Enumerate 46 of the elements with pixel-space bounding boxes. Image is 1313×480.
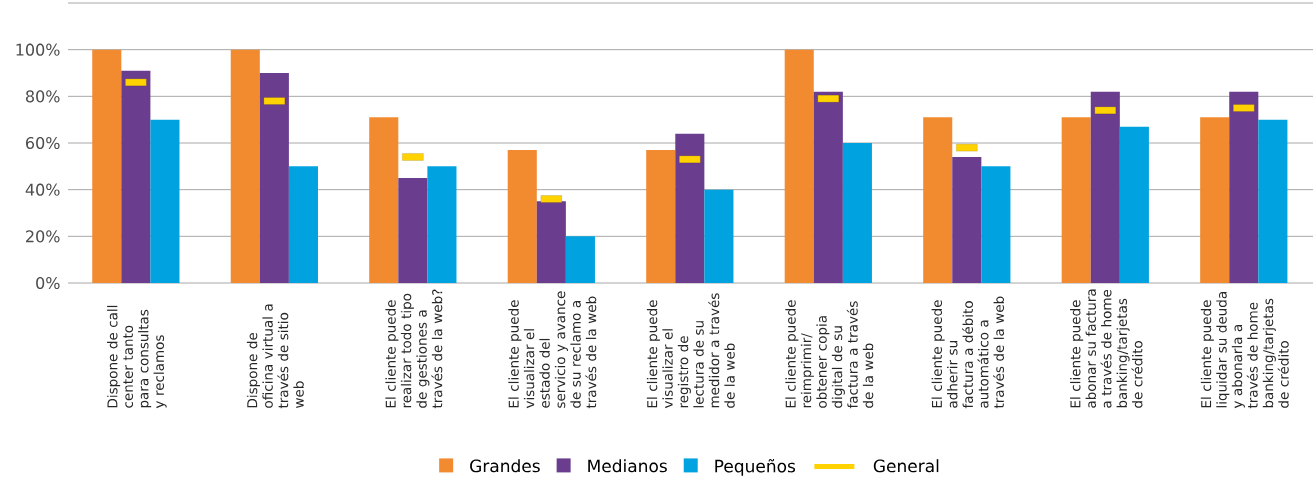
y-tick-label: 60% — [26, 136, 60, 150]
legend-label: Grandes — [470, 459, 540, 473]
x-tick-label: Dispone de oficina virtual a través de sitio web — [246, 304, 304, 409]
bar — [369, 117, 399, 283]
legend-label: General — [873, 459, 939, 473]
bar — [288, 166, 318, 283]
bar — [92, 49, 122, 283]
bar — [230, 49, 260, 283]
x-tick-label: El cliente puede abonar su factura a través de home banking/tarjetas de crédito — [1070, 289, 1143, 408]
x-tick-label: El cliente puede adherir su factura a débito automático a través de la web — [931, 296, 1005, 409]
bar — [675, 133, 705, 283]
bar — [981, 166, 1011, 283]
bar — [842, 143, 872, 283]
bar — [1229, 91, 1259, 283]
y-tick-label: 20% — [26, 230, 60, 243]
bar — [952, 157, 982, 283]
x-tick-label: El cliente puede reimprimir/ obtener copia digital de su factura a través de la web — [785, 300, 874, 409]
bar — [923, 117, 953, 283]
bar — [1119, 126, 1149, 283]
bar — [784, 49, 814, 283]
bar — [1258, 119, 1288, 283]
y-tick-label: 0% — [36, 276, 60, 290]
bar — [427, 166, 457, 283]
bar — [646, 150, 676, 283]
bar — [536, 201, 566, 283]
y-tick-label: 80% — [25, 90, 60, 103]
x-tick-label: El cliente puede liquidar su deuda y abonarla a través de home banking/tarjetas de crédito — [1200, 292, 1289, 409]
bar — [507, 150, 537, 283]
bar — [1061, 117, 1091, 283]
x-tick-label: El cliente puede visualizar el registro de lectura de su medidor a través de la web — [646, 293, 735, 409]
legend-label: Medianos — [588, 459, 667, 473]
x-tick-label: El cliente puede realizar todo tipo de gestiones a través de la web? — [385, 289, 443, 409]
bar — [150, 119, 180, 283]
y-tick-label: 40% — [25, 183, 60, 196]
x-tick-label: Dispone de call center tanto para consultas y reclamos — [107, 305, 167, 409]
bar — [813, 91, 843, 283]
x-tick-label: El cliente puede visualizar el estado del servicio y avance de su reclamo a través de la web — [508, 291, 597, 409]
y-tick-label: 100% — [16, 43, 60, 56]
bar — [1200, 117, 1230, 283]
bar — [565, 236, 595, 283]
bar — [704, 189, 734, 283]
bar — [398, 178, 428, 283]
bar — [1090, 91, 1120, 283]
bar — [121, 70, 151, 283]
bar — [259, 73, 289, 283]
legend-label: Pequeños — [715, 459, 796, 476]
